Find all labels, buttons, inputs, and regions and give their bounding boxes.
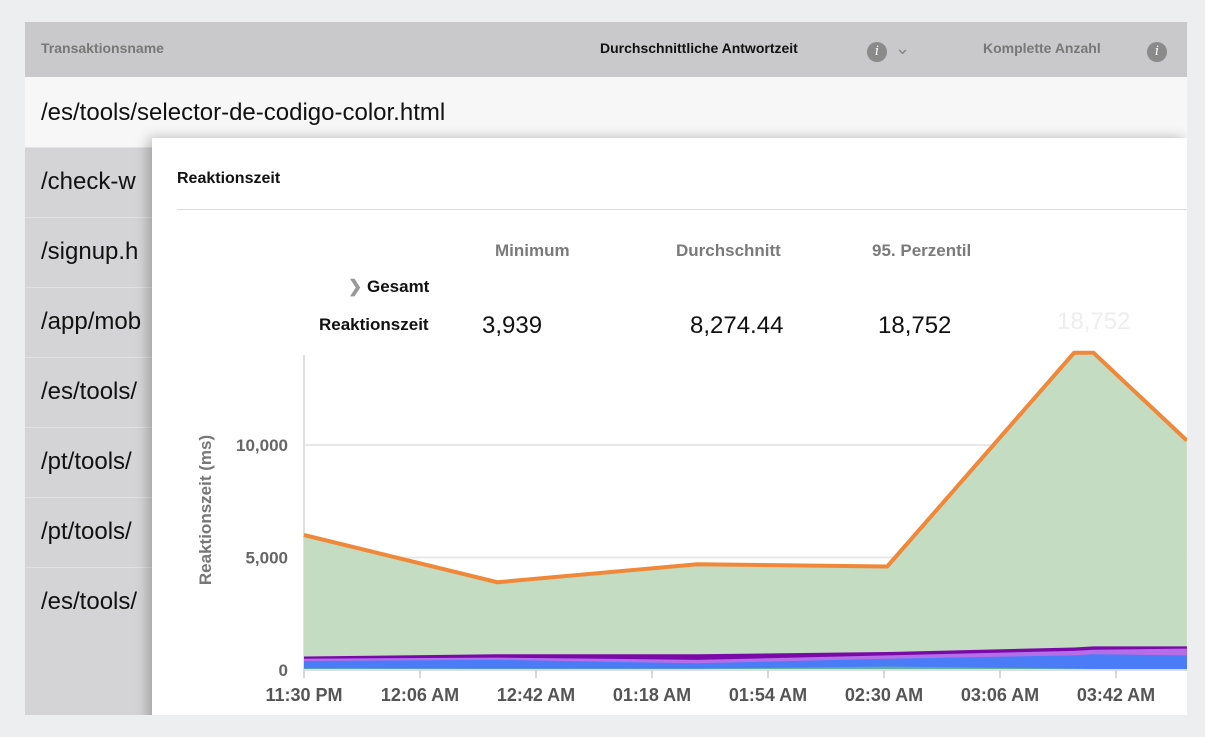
x-tick-label: 12:42 AM <box>497 685 575 705</box>
chevron-down-icon[interactable]: ⌄ <box>895 38 911 58</box>
col-average: Durchschnitt <box>676 241 781 260</box>
row-name[interactable]: /es/tools/ <box>41 588 138 615</box>
row-name[interactable]: /es/tools/selector-de-codigo-color.html <box>41 99 446 126</box>
row-name[interactable]: /signup.h <box>41 238 139 265</box>
row-name[interactable]: /pt/tools/ <box>41 518 132 545</box>
col-minimum: Minimum <box>495 241 570 260</box>
y-tick-label: 0 <box>279 661 288 680</box>
info-icon[interactable]: i <box>867 42 887 62</box>
value-average: 8,274.44 <box>690 312 784 339</box>
y-tick-label: 10,000 <box>236 436 288 455</box>
header-avg-response[interactable]: Durchschnittliche Antwortzeit <box>600 40 798 56</box>
popup-title: Reaktionszeit <box>177 170 281 187</box>
page-right <box>1187 0 1205 737</box>
series-line <box>303 350 1187 585</box>
x-tick-label: 01:54 AM <box>729 685 807 705</box>
y-tick-label: 5,000 <box>245 549 288 568</box>
group-label: Gesamt <box>366 277 430 296</box>
header-transaction-name[interactable]: Transaktionsname <box>41 40 164 56</box>
divider <box>177 209 1187 210</box>
x-tick-label: 02:30 AM <box>845 685 923 705</box>
table-header: Transaktionsname Durchschnittliche Antwo… <box>25 22 1187 77</box>
info-icon[interactable]: i <box>1147 42 1167 62</box>
series-area <box>304 352 1187 670</box>
y-axis-label: Reaktionszeit (ms) <box>196 435 215 585</box>
chevron-right-icon: ❯ <box>348 277 363 296</box>
row-name[interactable]: /app/mob <box>41 308 142 335</box>
x-tick-label: 12:06 AM <box>381 685 459 705</box>
x-tick-label: 03:42 AM <box>1077 685 1155 705</box>
group-gesamt[interactable]: ❯ Gesamt <box>348 277 429 297</box>
col-p95: 95. Perzentil <box>872 241 972 260</box>
row-label: Reaktionszeit <box>319 315 429 334</box>
table-row[interactable]: /es/tools/selector-de-codigo-color.html <box>25 77 1187 147</box>
value-minimum: 3,939 <box>482 312 543 339</box>
x-tick-label: 11:30 PM <box>265 685 342 705</box>
header-total-count[interactable]: Komplette Anzahl <box>983 40 1101 56</box>
x-tick-label: 03:06 AM <box>961 685 1039 705</box>
faded-value: 18,752 <box>1057 308 1131 335</box>
row-name[interactable]: /es/tools/ <box>41 378 138 405</box>
blue-series-area <box>304 654 1187 670</box>
page-bottom <box>0 715 1205 737</box>
row-name[interactable]: /pt/tools/ <box>41 448 132 475</box>
x-tick-label: 01:18 AM <box>613 685 691 705</box>
value-p95: 18,752 <box>878 312 952 339</box>
row-name[interactable]: /check-w <box>41 168 136 195</box>
